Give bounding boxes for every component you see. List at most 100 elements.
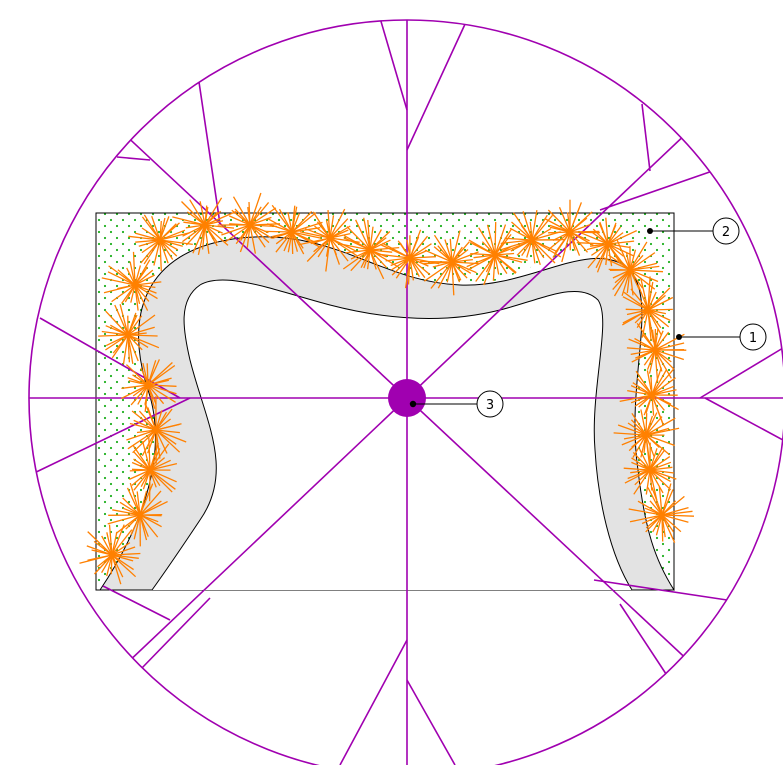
bristle-line [654,328,659,351]
bristle-line [329,229,349,239]
bristle-line [607,226,622,245]
bristle-line [127,334,158,337]
bristle-line [661,514,664,542]
bristle-line [249,223,281,226]
bristle-line [647,309,667,315]
bristle-line [147,379,170,386]
spoke-line [116,156,151,161]
bristle-line [204,197,223,226]
bristle-line [614,255,631,271]
bristle-line [249,224,270,244]
bristle-line [451,230,461,263]
bristle-line [636,309,649,329]
bristle-line [633,469,651,495]
bristle-line [299,231,331,239]
bristle-line [287,211,293,233]
callout-3: 3 [409,390,504,418]
bristle-line [608,268,631,271]
bristle-line [391,257,411,271]
bristle-line [451,261,472,274]
bristle-line [531,239,545,259]
bristle-line [133,469,151,491]
bristle-line [576,242,609,245]
bristle-line [632,382,653,396]
bristle-line [569,230,600,233]
bristle-line [130,384,149,406]
bristle-line [639,448,651,471]
bristle-line [651,369,667,396]
bristle-line [147,364,176,386]
bristle-line [661,514,682,533]
bristle-line [548,231,571,251]
bristle-line [131,469,151,486]
bristle-line [531,209,538,241]
bristle-line [228,215,251,226]
bristle-line [629,252,656,271]
bristle-line [451,261,461,283]
bristle-line [204,224,210,254]
bristle-line [595,243,609,269]
spoke-line [599,166,725,211]
bristle-line [111,554,122,585]
bristle-line [451,261,455,296]
bristle-line [526,239,533,258]
bristle-line [647,309,662,336]
bristle-line [647,309,670,328]
bristle-line [451,248,469,263]
bristle-line [423,261,453,282]
bristle-line [127,429,157,450]
bristle-line [130,284,136,303]
bristle-line [645,427,680,436]
bristle-line [111,554,124,578]
bristle-line [619,394,653,403]
spoke-line [339,639,408,765]
bristle-line [486,224,496,256]
bristle-line [134,265,142,286]
callout-2-label: 2 [722,225,730,240]
bristle-line [149,469,173,493]
bristle-line [159,239,183,247]
bristle-line [554,231,571,254]
spoke-line [139,597,211,671]
bristle-line [552,231,571,241]
bristle-line [111,546,136,556]
bristle-line [466,254,496,268]
bristle-line [249,201,270,226]
bristle-line [109,324,129,336]
bristle-line [511,221,533,241]
bristle-line [645,417,676,436]
bristle-line [631,434,647,448]
bristle-line [409,236,420,259]
bristle-line [647,308,673,311]
bristle-line [130,514,141,536]
bristle-line [133,514,141,540]
bristle-line [605,243,609,266]
bristle-line [629,269,656,290]
bristle-line [134,284,139,311]
bristle-line [147,359,160,386]
bristle-line [192,224,206,254]
bristle-line [143,214,161,241]
bristle-line [544,217,571,233]
bristle-line [433,234,453,263]
bristle-line [185,224,206,229]
bristle-line [342,249,371,270]
bristle-line [140,239,161,264]
bristle-line [249,224,257,254]
bristle-line [119,304,129,336]
center-hub [388,379,426,417]
bristle-line [155,429,180,434]
bristle-line [119,501,141,516]
bristle-line [628,508,663,516]
spoke-line [699,347,783,399]
bristle-line [101,554,113,574]
bristle-line [139,514,159,538]
bristle-line [531,228,552,241]
bristle-line [607,243,624,257]
bristle-line [649,469,671,482]
bristle-line [343,235,371,251]
spoke-line [619,603,671,681]
bristle-line [437,261,453,289]
bristle-line [249,192,262,226]
bristle-line [404,257,411,289]
